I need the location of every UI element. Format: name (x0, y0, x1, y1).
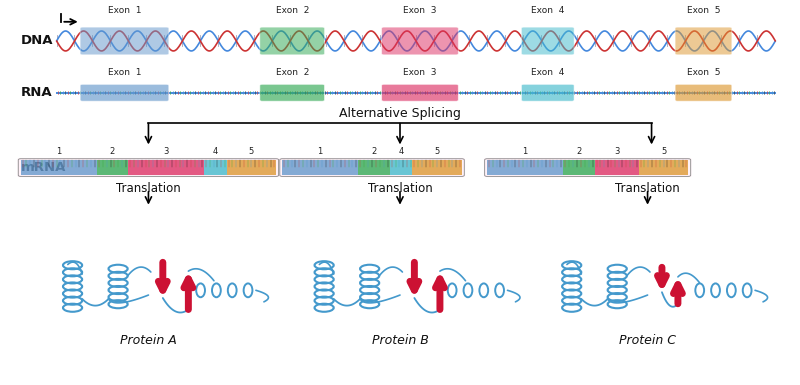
Bar (390, 160, 412, 175)
Text: Exon  2: Exon 2 (275, 68, 309, 77)
Text: Alternative Splicing: Alternative Splicing (339, 107, 461, 120)
Bar (21, 160, 97, 175)
Text: 3: 3 (614, 147, 619, 156)
Text: 2: 2 (576, 147, 582, 156)
FancyBboxPatch shape (80, 27, 169, 55)
FancyBboxPatch shape (382, 84, 458, 101)
Text: Exon  2: Exon 2 (275, 5, 309, 15)
Text: 1: 1 (318, 147, 322, 156)
Text: DNA: DNA (21, 35, 53, 47)
FancyBboxPatch shape (279, 158, 465, 177)
Bar (638, 160, 688, 175)
FancyBboxPatch shape (484, 158, 691, 177)
Text: Exon  1: Exon 1 (108, 5, 142, 15)
FancyBboxPatch shape (522, 84, 574, 101)
Bar (97, 160, 129, 175)
Text: 1: 1 (522, 147, 528, 156)
Text: 5: 5 (661, 147, 666, 156)
FancyBboxPatch shape (675, 27, 732, 55)
Text: Exon  4: Exon 4 (531, 5, 565, 15)
Bar (487, 160, 563, 175)
Text: 5: 5 (434, 147, 440, 156)
FancyBboxPatch shape (260, 84, 325, 101)
Text: RNA: RNA (21, 86, 52, 99)
Bar (563, 160, 595, 175)
Bar (412, 160, 462, 175)
Bar (282, 160, 358, 175)
Text: Translation: Translation (615, 182, 680, 195)
Bar (226, 160, 276, 175)
Text: 4: 4 (398, 147, 404, 156)
Text: Exon  3: Exon 3 (403, 5, 437, 15)
Bar (595, 160, 638, 175)
Text: Exon  1: Exon 1 (108, 68, 142, 77)
Text: Exon  5: Exon 5 (686, 68, 720, 77)
Text: Translation: Translation (368, 182, 432, 195)
FancyBboxPatch shape (522, 27, 574, 55)
Text: 5: 5 (249, 147, 254, 156)
Text: Exon  4: Exon 4 (531, 68, 565, 77)
Text: Protein A: Protein A (120, 334, 177, 346)
Text: mRNA: mRNA (21, 161, 66, 174)
Text: Translation: Translation (116, 182, 181, 195)
FancyBboxPatch shape (80, 84, 169, 101)
FancyBboxPatch shape (260, 27, 325, 55)
FancyBboxPatch shape (18, 158, 279, 177)
FancyBboxPatch shape (382, 27, 458, 55)
Text: 2: 2 (371, 147, 377, 156)
Text: Protein C: Protein C (619, 334, 676, 346)
Text: 2: 2 (110, 147, 115, 156)
Text: 1: 1 (56, 147, 62, 156)
Bar (204, 160, 226, 175)
Text: 4: 4 (213, 147, 218, 156)
Text: Exon  5: Exon 5 (686, 5, 720, 15)
Bar (129, 160, 204, 175)
FancyBboxPatch shape (675, 84, 732, 101)
Bar (358, 160, 390, 175)
Text: 3: 3 (164, 147, 169, 156)
Text: Protein B: Protein B (371, 334, 429, 346)
Text: Exon  3: Exon 3 (403, 68, 437, 77)
